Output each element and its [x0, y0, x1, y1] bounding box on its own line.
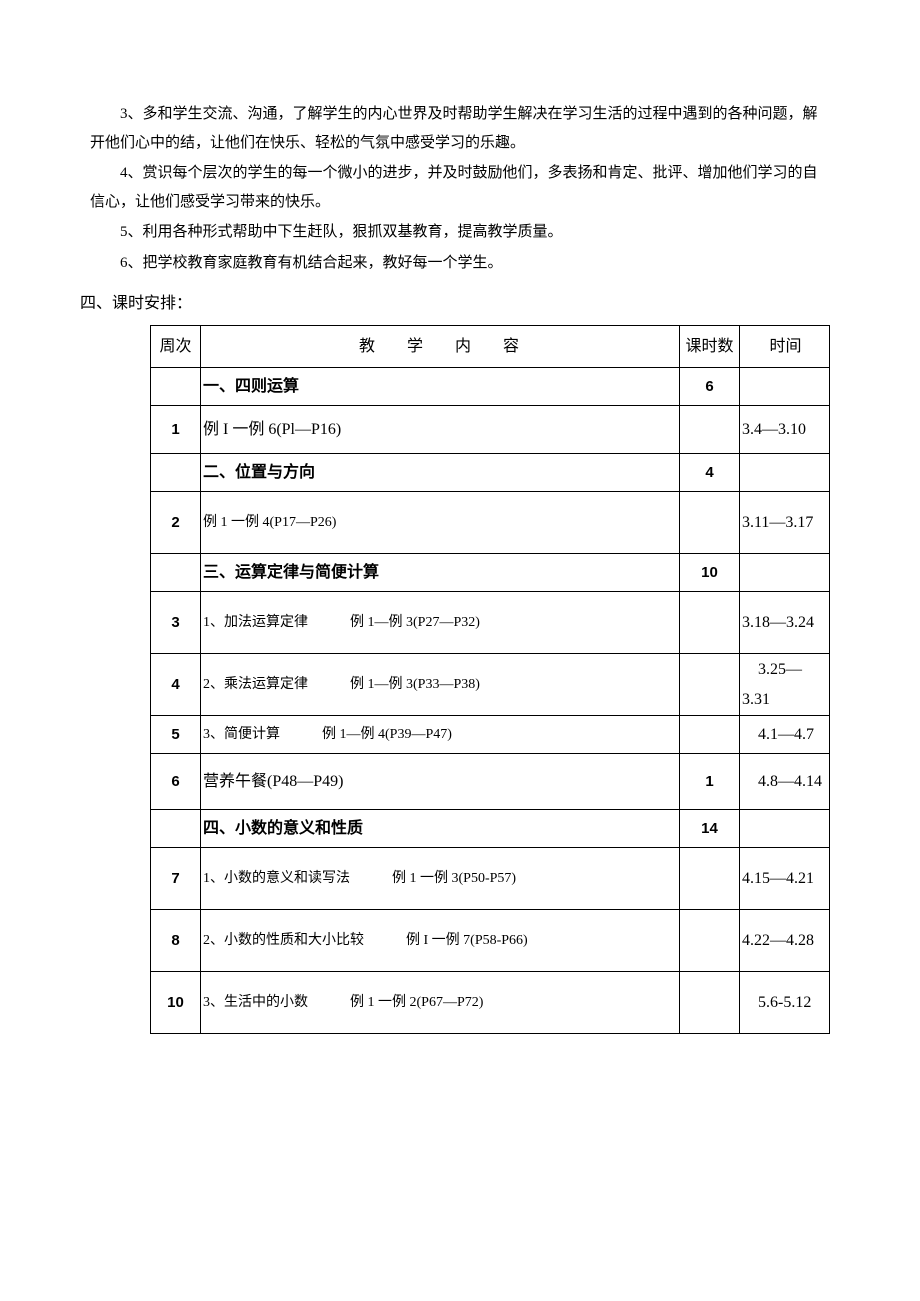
cell-content: 2、乘法运算定律 例 1—例 3(P33—P38) [201, 654, 680, 716]
table-row: 42、乘法运算定律 例 1—例 3(P33—P38) 3.25—3.31 [151, 654, 830, 716]
cell-time: 3.4—3.10 [740, 406, 830, 454]
cell-content: 1、小数的意义和读写法 例 1 一例 3(P50-P57) [201, 848, 680, 910]
cell-content: 2、小数的性质和大小比较 例 I 一例 7(P58-P66) [201, 910, 680, 972]
cell-hours [680, 972, 740, 1034]
cell-content: 3、简便计算 例 1—例 4(P39—P47) [201, 716, 680, 754]
cell-hours: 10 [680, 554, 740, 592]
table-row: 53、简便计算 例 1—例 4(P39—P47) 4.1—4.7 [151, 716, 830, 754]
cell-week: 1 [151, 406, 201, 454]
cell-week: 3 [151, 592, 201, 654]
cell-time [740, 454, 830, 492]
cell-hours: 6 [680, 368, 740, 406]
cell-week [151, 454, 201, 492]
th-time: 时间 [740, 326, 830, 368]
paragraph-4: 4、赏识每个层次的学生的每一个微小的进步，并及时鼓励他们，多表扬和肯定、批评、增… [90, 159, 830, 216]
cell-week: 2 [151, 492, 201, 554]
table-row: 四、小数的意义和性质14 [151, 810, 830, 848]
cell-time: 3.18—3.24 [740, 592, 830, 654]
table-row: 二、位置与方向4 [151, 454, 830, 492]
th-content: 教学内容 [201, 326, 680, 368]
cell-hours [680, 492, 740, 554]
cell-content: 四、小数的意义和性质 [201, 810, 680, 848]
cell-hours [680, 592, 740, 654]
schedule-table: 周次 教学内容 课时数 时间 一、四则运算61例 I 一例 6(Pl—P16)3… [150, 325, 830, 1034]
cell-week: 10 [151, 972, 201, 1034]
cell-time: 4.8—4.14 [740, 754, 830, 810]
cell-content: 例 I 一例 6(Pl—P16) [201, 406, 680, 454]
cell-content: 一、四则运算 [201, 368, 680, 406]
cell-content: 营养午餐(P48—P49) [201, 754, 680, 810]
cell-week: 4 [151, 654, 201, 716]
cell-hours [680, 910, 740, 972]
cell-content: 3、生活中的小数 例 1 一例 2(P67—P72) [201, 972, 680, 1034]
table-row: 31、加法运算定律 例 1—例 3(P27—P32) 3.18—3.24 [151, 592, 830, 654]
cell-week [151, 810, 201, 848]
cell-week [151, 368, 201, 406]
cell-time: 5.6-5.12 [740, 972, 830, 1034]
cell-week: 5 [151, 716, 201, 754]
table-body: 一、四则运算61例 I 一例 6(Pl—P16)3.4—3.10二、位置与方向4… [151, 368, 830, 1034]
cell-time: 3.11—3.17 [740, 492, 830, 554]
th-hours: 课时数 [680, 326, 740, 368]
cell-week: 6 [151, 754, 201, 810]
cell-content: 例 1 一例 4(P17—P26) [201, 492, 680, 554]
cell-content: 三、运算定律与简便计算 [201, 554, 680, 592]
cell-hours: 4 [680, 454, 740, 492]
table-row: 一、四则运算6 [151, 368, 830, 406]
cell-content: 1、加法运算定律 例 1—例 3(P27—P32) [201, 592, 680, 654]
cell-hours [680, 406, 740, 454]
cell-week: 7 [151, 848, 201, 910]
cell-time: 3.25—3.31 [740, 654, 830, 716]
cell-time [740, 368, 830, 406]
table-row: 103、生活中的小数 例 1 一例 2(P67—P72) 5.6-5.12 [151, 972, 830, 1034]
cell-week: 8 [151, 910, 201, 972]
table-row: 1例 I 一例 6(Pl—P16) 3.4—3.10 [151, 406, 830, 454]
table-row: 82、小数的性质和大小比较 例 I 一例 7(P58-P66) 4.22—4.28 [151, 910, 830, 972]
th-week: 周次 [151, 326, 201, 368]
cell-content: 二、位置与方向 [201, 454, 680, 492]
cell-week [151, 554, 201, 592]
section-title: 四、课时安排： [80, 289, 830, 319]
cell-time: 4.22—4.28 [740, 910, 830, 972]
paragraph-3: 3、多和学生交流、沟通，了解学生的内心世界及时帮助学生解决在学习生活的过程中遇到… [90, 100, 830, 157]
cell-hours: 1 [680, 754, 740, 810]
paragraph-5: 5、利用各种形式帮助中下生赶队，狠抓双基教育，提高教学质量。 [90, 218, 830, 247]
table-row: 三、运算定律与简便计算10 [151, 554, 830, 592]
cell-hours [680, 716, 740, 754]
cell-hours: 14 [680, 810, 740, 848]
table-row: 2例 1 一例 4(P17—P26) 3.11—3.17 [151, 492, 830, 554]
table-row: 6营养午餐(P48—P49)1 4.8—4.14 [151, 754, 830, 810]
cell-time: 4.15—4.21 [740, 848, 830, 910]
cell-time: 4.1—4.7 [740, 716, 830, 754]
paragraph-6: 6、把学校教育家庭教育有机结合起来，教好每一个学生。 [90, 249, 830, 278]
table-row: 71、小数的意义和读写法 例 1 一例 3(P50-P57) 4.15—4.21 [151, 848, 830, 910]
cell-hours [680, 654, 740, 716]
cell-time [740, 810, 830, 848]
cell-time [740, 554, 830, 592]
table-header-row: 周次 教学内容 课时数 时间 [151, 326, 830, 368]
cell-hours [680, 848, 740, 910]
